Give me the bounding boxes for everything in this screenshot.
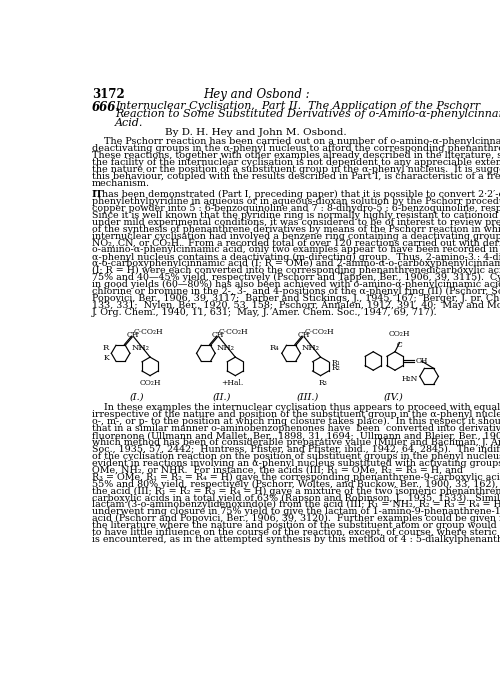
Text: These reactions, together with other examples already described in the literatur: These reactions, together with other exa…	[92, 151, 500, 160]
Text: NO₂, CN, or CO₂H.  From a recorded total of over 120 reactions carried out with : NO₂, CN, or CO₂H. From a recorded total …	[92, 238, 500, 248]
Text: 55% and 80% yield, respectively (Pschorr, Woltes, and Buckow, Ber., 1900, 33, 16: 55% and 80% yield, respectively (Pschorr…	[92, 479, 500, 489]
Text: (IV.): (IV.)	[384, 392, 404, 401]
Text: CH: CH	[212, 331, 224, 339]
Text: CH: CH	[298, 331, 310, 339]
Text: of the synthesis of phenanthrene derivatives by means of the Pschorr reaction in: of the synthesis of phenanthrene derivat…	[92, 225, 500, 234]
Text: that in a similar manner o-aminobenzophenones have  been  converted into derivat: that in a similar manner o-aminobenzophe…	[92, 424, 500, 433]
Text: NH₂: NH₂	[132, 344, 150, 352]
Text: to have little influence on the course of the reaction, except, of course, where: to have little influence on the course o…	[92, 528, 500, 537]
Text: this behaviour, coupled with the results described in Part I, is characteristic : this behaviour, coupled with the results…	[92, 172, 500, 181]
Text: (III.): (III.)	[296, 392, 318, 401]
Text: chlorine or bromine in the 2-, 3-, and 4-positions of the α-phenyl ring (II) (Ps: chlorine or bromine in the 2-, 3-, and 4…	[92, 287, 500, 296]
Text: fluorenone (Ullmann and Mallet, Ber., 1898, 31, 1694;  Ullmann and Bleier, Ber.,: fluorenone (Ullmann and Mallet, Ber., 18…	[92, 431, 500, 440]
Text: internuclear cyclisation had involved a benzene ring containing a deactivating g: internuclear cyclisation had involved a …	[92, 232, 500, 240]
Text: Hey and Osbond :: Hey and Osbond :	[203, 88, 310, 101]
Text: In these examples the internuclear cyclisation thus appears to proceed with equa: In these examples the internuclear cycli…	[92, 403, 500, 412]
Text: CO₂H: CO₂H	[140, 379, 161, 387]
Text: C·CO₂H: C·CO₂H	[134, 328, 164, 336]
Text: R₂: R₂	[332, 364, 340, 372]
Text: o-amino-α-phenylcinnamic acid, only two examples appear to have been recorded in: o-amino-α-phenylcinnamic acid, only two …	[92, 246, 500, 255]
Text: α-o-carboxyphenylcinnamic acid (I; R = OMe) and 2-amino-α-o-carboxyphenylcinnami: α-o-carboxyphenylcinnamic acid (I; R = O…	[92, 259, 500, 268]
Text: acid (Pschorr and Popovici, Ber., 1906, 39, 3120).  Further examples could be gi: acid (Pschorr and Popovici, Ber., 1906, …	[92, 514, 500, 524]
Text: 3172: 3172	[92, 88, 124, 101]
Text: C·CO₂H: C·CO₂H	[219, 328, 248, 336]
Text: Popovici, Ber., 1906, 39, 3117;  Barber and Stickings, J., 1945, 167;  Berger, J: Popovici, Ber., 1906, 39, 3117; Barber a…	[92, 294, 500, 303]
Text: Acid.: Acid.	[115, 117, 143, 128]
Text: of the cyclisation reaction on the position of substituent groups in the phenyl : of the cyclisation reaction on the posit…	[92, 452, 500, 461]
Text: By D. H. Hey and John M. Osbond.: By D. H. Hey and John M. Osbond.	[166, 128, 347, 137]
Text: C·CO₂H: C·CO₂H	[304, 328, 334, 336]
Text: is encountered, as in the attempted synthesis by this method of 4 : 5-dialkylphe: is encountered, as in the attempted synt…	[92, 535, 500, 544]
Text: IT: IT	[92, 190, 104, 199]
Text: copper powder into 5 : 6-benzoquinoline and 7 : 8-dihydro-5 : 6-benzoquinoline, : copper powder into 5 : 6-benzoquinoline …	[92, 204, 500, 213]
Text: 666.: 666.	[92, 100, 120, 113]
Text: NH₂: NH₂	[302, 344, 320, 352]
Text: R₄: R₄	[270, 344, 280, 352]
Text: lactam (3-o-aminobenzylidenoxindole) from the acid (III; R₁ = NH₂, R₂ = R₃ = R₄ : lactam (3-o-aminobenzylidenoxindole) fro…	[92, 500, 500, 509]
Text: R: R	[103, 344, 109, 352]
Text: +Hal.: +Hal.	[221, 379, 244, 387]
Text: CO₂H: CO₂H	[389, 330, 410, 338]
Text: the literature where the nature and position of the substituent atom or group wo: the literature where the nature and posi…	[92, 521, 500, 530]
Text: phenylethylpyridine in aqueous or in aqueous-dioxan solution by the Pschorr proc: phenylethylpyridine in aqueous or in aqu…	[92, 197, 500, 206]
Text: NH₂: NH₂	[216, 344, 234, 352]
Text: OMe, NH₂, or NHR.  For instance, the acids (III; R₁ = OMe, R₂ = R₃ = H, and: OMe, NH₂, or NHR. For instance, the acid…	[92, 466, 463, 475]
Text: irrespective of the nature and position of the substituent group in the α-phenyl: irrespective of the nature and position …	[92, 410, 500, 420]
Text: CH: CH	[127, 331, 139, 339]
Text: The Pschorr reaction has been carried out on a number of o-amino-α-phenylcinnami: The Pschorr reaction has been carried ou…	[92, 137, 500, 146]
Text: underwent ring closure in 75% yield to give the lactam of 1-amino-9-phenanthrene: underwent ring closure in 75% yield to g…	[92, 507, 500, 516]
Text: 75% and 40—45% yield, respectively (Pschorr and Tappen, Ber., 1906, 39, 3115).  : 75% and 40—45% yield, respectively (Psch…	[92, 273, 500, 282]
Text: in good yields (60—80%) has also been achieved with o-amino-α-phenylcinnamic aci: in good yields (60—80%) has also been ac…	[92, 280, 500, 289]
Text: o-, m-, or p- to the position at which ring closure takes place).  In this respe: o-, m-, or p- to the position at which r…	[92, 417, 500, 426]
Text: Since it is well known that the pyridine ring is normally highly resistant to ca: Since it is well known that the pyridine…	[92, 211, 500, 220]
Text: Reaction to Some Substituted Derivatives of o-Amino-α-phenylcinnamic: Reaction to Some Substituted Derivatives…	[115, 109, 500, 120]
Text: under mild experimental conditions, it was considered to be of interest to revie: under mild experimental conditions, it w…	[92, 218, 500, 227]
Text: which method has been of considerable preparative value (Miller and Bachman, J. : which method has been of considerable pr…	[92, 438, 500, 447]
Text: J. Org. Chem., 1940, 11, 631;  May, J. Amer. Chem. Soc., 1947, 69, 717).: J. Org. Chem., 1940, 11, 631; May, J. Am…	[92, 308, 438, 317]
Text: evident in reactions involving an α-phenyl nucleus substituted with activating g: evident in reactions involving an α-phen…	[92, 459, 500, 468]
Text: C: C	[397, 341, 402, 349]
Text: H₂N: H₂N	[402, 375, 418, 383]
Text: the facility of the internuclear cyclisation is not dependent to any appreciable: the facility of the internuclear cyclisa…	[92, 158, 500, 167]
Text: has been demonstrated (Part I, preceding paper) that it is possible to convert 2: has been demonstrated (Part I, preceding…	[102, 190, 500, 199]
Text: Internuclear Cyclisation.  Part II.  The Application of the Pschorr: Internuclear Cyclisation. Part II. The A…	[115, 100, 480, 111]
Text: the nature or the position of a substituent group in the α-phenyl nucleus.  It i: the nature or the position of a substitu…	[92, 164, 500, 174]
Text: (I; R = H) were each converted into the corresponding phenanthrenedicarboxylic a: (I; R = H) were each converted into the …	[92, 266, 500, 276]
Text: CH: CH	[415, 357, 428, 365]
Text: K: K	[104, 354, 110, 363]
Text: (II.): (II.)	[213, 392, 232, 401]
Text: 133, 331;  Nylen, Ber., 1920, 53, 158;  Pschorr, Annalen, 1912, 391, 40;  May an: 133, 331; Nylen, Ber., 1920, 53, 158; Ps…	[92, 301, 500, 310]
Text: deactivating groups in the α-phenyl nucleus to afford the corresponding phenanth: deactivating groups in the α-phenyl nucl…	[92, 144, 500, 153]
Text: the acid (III; R₁ = R₂ = R₃ = R₄ = H) gave a mixture of the two isomeric phenant: the acid (III; R₁ = R₂ = R₃ = R₄ = H) ga…	[92, 486, 500, 496]
Text: carboxylic acids in a total yield of 63% (Rapson and Robinson, J., 1935, 1533). : carboxylic acids in a total yield of 63%…	[92, 494, 500, 502]
Text: R₁: R₁	[332, 359, 340, 367]
Text: Soc., 1935, 57, 2442;  Huntress, Pfister, and Pfister, ibid., 1942, 64, 2845).  : Soc., 1935, 57, 2442; Huntress, Pfister,…	[92, 445, 500, 454]
Text: R₃: R₃	[319, 379, 328, 387]
Text: α-phenyl nucleus contains a deactivating (m-directing) group.  Thus, 2-amino-3 :: α-phenyl nucleus contains a deactivating…	[92, 253, 500, 261]
Text: (I.): (I.)	[130, 392, 144, 401]
Text: R₃ = OMe, R₁ = R₂ = R₄ = H) gave the corresponding phenanthrene-9-carboxylic aci: R₃ = OMe, R₁ = R₂ = R₄ = H) gave the cor…	[92, 473, 500, 482]
Text: mechanism.: mechanism.	[92, 179, 150, 187]
